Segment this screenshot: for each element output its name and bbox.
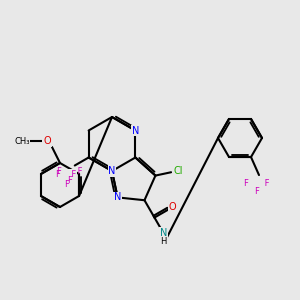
Text: F: F [64,180,68,189]
Text: H: H [160,237,167,246]
Text: F: F [255,187,260,196]
Text: F      F: F F [57,167,82,176]
Text: N: N [114,192,121,203]
Text: Cl: Cl [173,166,183,176]
Text: N: N [108,166,116,176]
Text: F: F [67,176,72,185]
Text: CH₃: CH₃ [14,136,30,146]
Text: F      F: F F [244,178,270,188]
Text: O: O [169,202,176,212]
Text: N: N [160,228,167,238]
Text: O: O [43,136,51,146]
Text: F    F: F F [56,170,76,179]
Text: N: N [132,125,139,136]
